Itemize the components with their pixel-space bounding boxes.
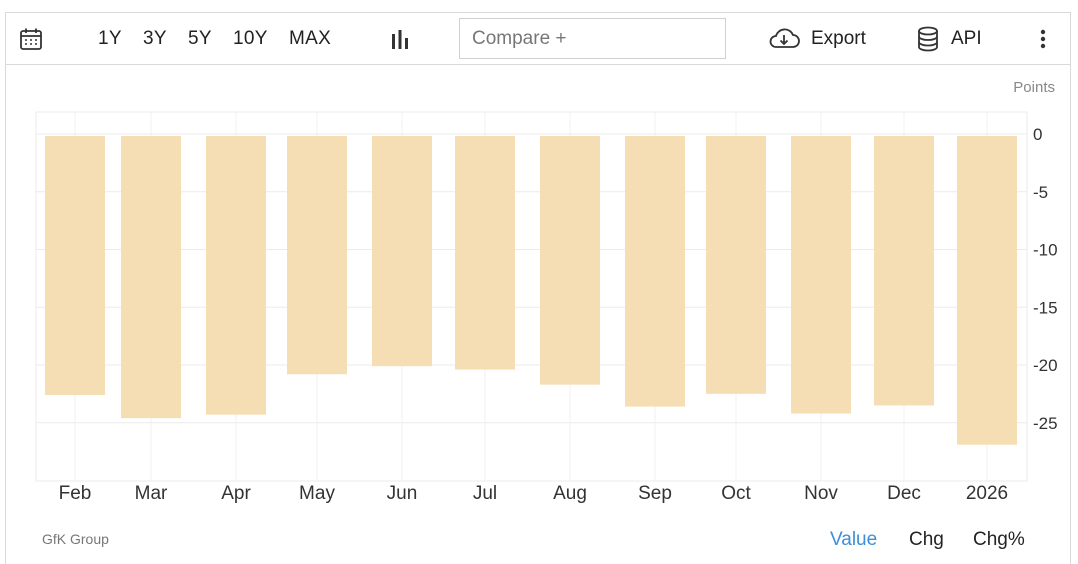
calendar-icon[interactable] (19, 12, 43, 65)
bar-oct[interactable] (706, 136, 766, 394)
x-tick-label: Aug (553, 483, 587, 504)
database-icon (917, 26, 939, 52)
compare-input[interactable]: Compare + (459, 18, 726, 59)
bar-chart-icon[interactable] (389, 12, 411, 65)
range-10y-button[interactable]: 10Y (233, 27, 268, 49)
mode-chg-pct-tab[interactable]: Chg% (973, 529, 1025, 550)
mode-chg-tab[interactable]: Chg (909, 529, 944, 550)
bar-2026[interactable] (957, 136, 1017, 445)
bar-may[interactable] (287, 136, 347, 375)
bar-sep[interactable] (625, 136, 685, 407)
x-tick-label: Mar (135, 483, 168, 504)
x-tick-label: Jul (473, 483, 497, 504)
api-label: API (951, 27, 982, 49)
range-3y-button[interactable]: 3Y (143, 27, 167, 49)
range-1y-button[interactable]: 1Y (98, 27, 122, 49)
export-button[interactable]: Export (767, 12, 866, 65)
units-label: Points (1013, 79, 1055, 96)
chart-toolbar: 1Y 3Y 5Y 10Y MAX Compare + Export (5, 12, 1071, 65)
chart-panel (5, 12, 1071, 564)
bar-feb[interactable] (45, 136, 105, 396)
y-tick-label: -10 (1033, 241, 1058, 260)
cloud-download-icon (767, 27, 801, 51)
mode-value-tab[interactable]: Value (830, 529, 878, 550)
x-tick-label: Sep (638, 483, 672, 504)
x-tick-label: Apr (221, 483, 251, 504)
y-tick-label: -5 (1033, 183, 1048, 202)
range-5y-button[interactable]: 5Y (188, 27, 212, 49)
bar-jun[interactable] (372, 136, 432, 367)
x-tick-label: 2026 (966, 483, 1008, 504)
x-tick-label: May (299, 483, 335, 504)
x-tick-label: Oct (721, 483, 751, 504)
source-label: GfK Group (42, 531, 109, 547)
y-tick-label: -25 (1033, 414, 1058, 433)
y-tick-label: -15 (1033, 298, 1058, 317)
y-tick-label: 0 (1033, 125, 1042, 144)
bar-nov[interactable] (791, 136, 851, 414)
x-tick-label: Nov (804, 483, 838, 504)
api-button[interactable]: API (917, 12, 982, 65)
bar-jul[interactable] (455, 136, 515, 370)
plot-area (35, 111, 1028, 482)
bar-mar[interactable] (121, 136, 181, 419)
bar-apr[interactable] (206, 136, 266, 415)
x-tick-label: Feb (59, 483, 92, 504)
y-tick-label: -20 (1033, 356, 1058, 375)
more-vertical-icon[interactable] (1039, 12, 1047, 65)
export-label: Export (811, 27, 866, 49)
bar-chart: 0 -5 -10 -15 -20 -25 Feb Mar Apr May Jun Jul Aug Sep O… (35, 111, 1058, 504)
x-tick-label: Jun (387, 483, 418, 504)
bar-dec[interactable] (874, 136, 934, 406)
x-tick-label: Dec (887, 483, 921, 504)
range-max-button[interactable]: MAX (289, 27, 332, 49)
bar-aug[interactable] (540, 136, 600, 385)
